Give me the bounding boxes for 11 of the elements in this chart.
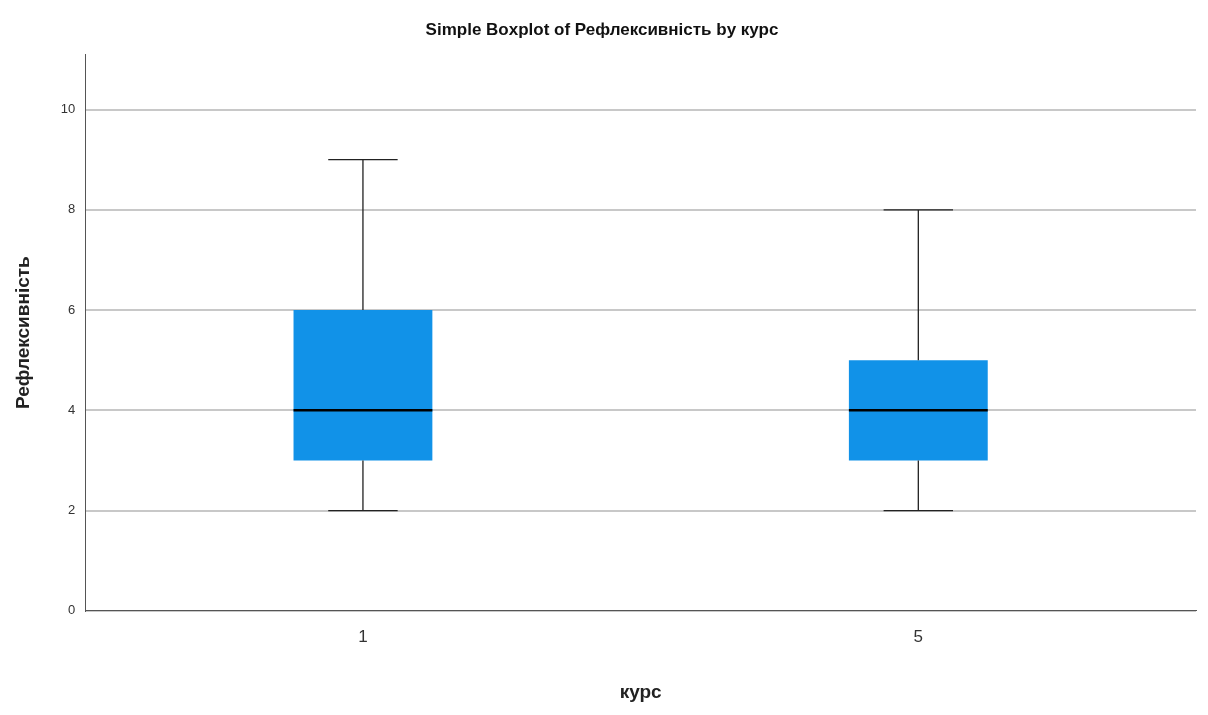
x-tick-label: 5 xyxy=(913,626,924,646)
y-tick-label: 8 xyxy=(68,201,76,217)
y-tick-label: 2 xyxy=(68,502,76,518)
x-tick-label: 1 xyxy=(358,626,368,646)
y-tick-label: 4 xyxy=(68,401,76,417)
y-axis-title: Рефлексивність xyxy=(11,256,33,410)
chart-title: Simple Boxplot of Рефлексивність by курс xyxy=(425,19,779,39)
y-tick-label: 0 xyxy=(68,602,76,618)
y-tick-label: 10 xyxy=(60,101,76,117)
y-tick-label: 6 xyxy=(68,301,76,317)
x-axis-title: курс xyxy=(619,680,663,702)
